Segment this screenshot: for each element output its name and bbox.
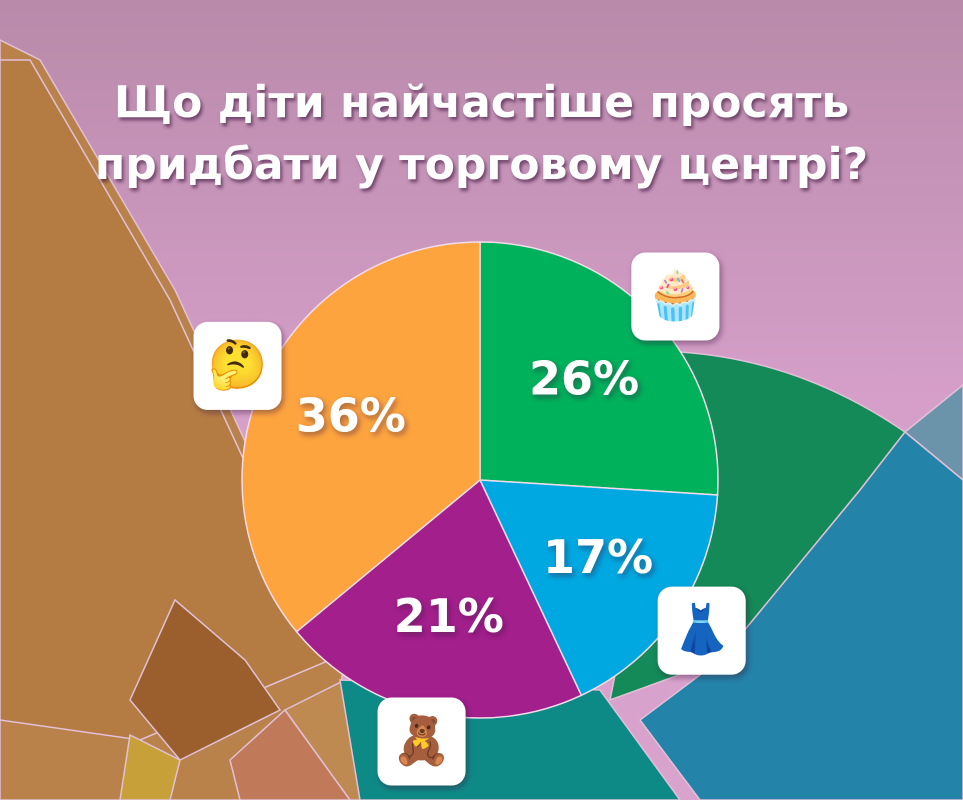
chart-title: Що діти найчастіше просять придбати у то… bbox=[94, 77, 869, 190]
icon-card bbox=[193, 321, 282, 410]
category-icon: 🧸 bbox=[377, 697, 466, 786]
category-icon: 👗 bbox=[657, 586, 746, 675]
value-label: 17% bbox=[543, 530, 653, 584]
category-label: 🧸 bbox=[392, 713, 452, 769]
category-label: 🤔 bbox=[208, 337, 268, 393]
value-label: 21% bbox=[394, 589, 504, 643]
icon-card bbox=[631, 252, 720, 341]
value-label: 36% bbox=[296, 389, 406, 443]
category-label: 🧁 bbox=[645, 268, 705, 324]
category-icon: 🧁 bbox=[631, 252, 720, 341]
icon-card bbox=[377, 697, 466, 786]
category-icon: 🤔 bbox=[193, 321, 282, 410]
value-label: 26% bbox=[529, 352, 639, 406]
icon-card bbox=[657, 586, 746, 675]
category-label: 👗 bbox=[672, 602, 732, 658]
